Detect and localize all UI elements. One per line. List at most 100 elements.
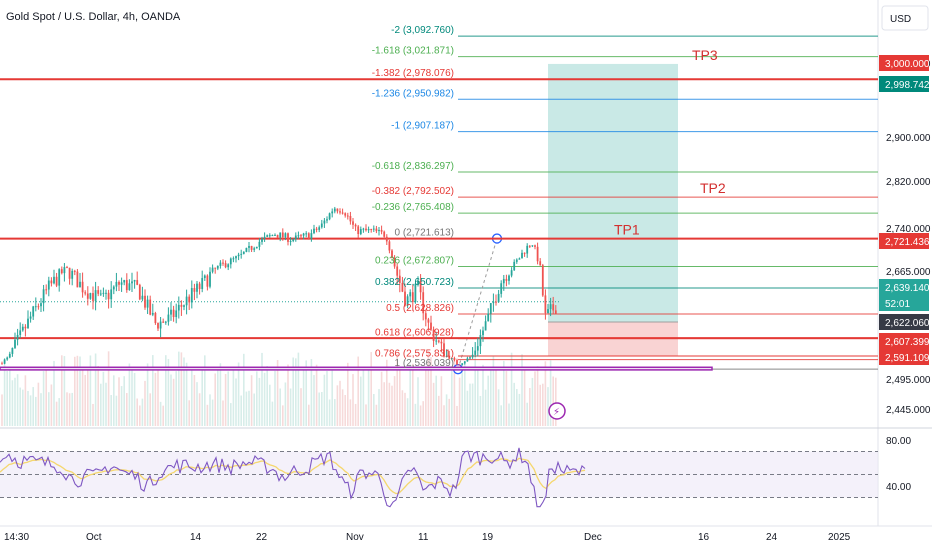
candle-body[interactable] <box>146 299 149 308</box>
candle-body[interactable] <box>183 305 185 307</box>
candle-body[interactable] <box>131 281 133 284</box>
candle-body[interactable] <box>510 270 513 276</box>
candle-body[interactable] <box>232 258 235 260</box>
take-profit-zone[interactable] <box>548 63 678 323</box>
candle-body[interactable] <box>300 235 302 237</box>
candle-body[interactable] <box>71 270 74 279</box>
candle-body[interactable] <box>427 319 430 323</box>
candle-body[interactable] <box>320 223 323 228</box>
candle-body[interactable] <box>367 228 370 231</box>
candle-body[interactable] <box>372 228 375 230</box>
candle-body[interactable] <box>497 293 500 303</box>
candle-body[interactable] <box>136 280 139 285</box>
candle-body[interactable] <box>430 322 432 330</box>
candle-body[interactable] <box>237 254 240 257</box>
candle-body[interactable] <box>409 292 412 297</box>
candle-body[interactable] <box>157 323 159 329</box>
candle-body[interactable] <box>27 318 29 329</box>
candle-body[interactable] <box>81 281 84 293</box>
candle-body[interactable] <box>357 226 360 235</box>
candle-body[interactable] <box>313 228 315 234</box>
candle-body[interactable] <box>1 363 3 365</box>
candle-body[interactable] <box>214 267 217 269</box>
candle-body[interactable] <box>531 245 534 247</box>
candle-body[interactable] <box>521 252 523 259</box>
candle-body[interactable] <box>539 261 542 266</box>
candle-body[interactable] <box>266 235 269 237</box>
candle-body[interactable] <box>328 213 331 220</box>
candle-body[interactable] <box>255 246 258 249</box>
candle-body[interactable] <box>417 280 419 284</box>
candle-body[interactable] <box>198 283 201 289</box>
candle-body[interactable] <box>261 238 263 242</box>
candles[interactable] <box>1 206 557 366</box>
candle-body[interactable] <box>500 283 503 294</box>
candle-body[interactable] <box>42 289 45 304</box>
candle-body[interactable] <box>21 326 24 331</box>
candle-body[interactable] <box>302 233 305 236</box>
candle-body[interactable] <box>495 301 497 303</box>
candle-body[interactable] <box>149 299 152 315</box>
candle-body[interactable] <box>489 303 492 314</box>
candle-body[interactable] <box>245 247 248 252</box>
candle-body[interactable] <box>396 266 399 276</box>
horizontal-lines[interactable] <box>0 78 878 371</box>
candle-body[interactable] <box>107 292 110 300</box>
candle-body[interactable] <box>211 267 214 272</box>
candle-body[interactable] <box>84 292 87 294</box>
candle-body[interactable] <box>180 304 183 307</box>
candle-body[interactable] <box>463 361 466 364</box>
candle-body[interactable] <box>450 357 453 359</box>
candle-body[interactable] <box>388 241 391 251</box>
candle-body[interactable] <box>144 295 146 308</box>
candle-body[interactable] <box>229 258 232 265</box>
candle-body[interactable] <box>385 236 388 242</box>
candle-body[interactable] <box>414 283 417 303</box>
candle-body[interactable] <box>55 276 58 286</box>
candle-body[interactable] <box>16 334 19 340</box>
candle-body[interactable] <box>453 357 456 361</box>
candle-body[interactable] <box>289 241 292 243</box>
candle-body[interactable] <box>222 262 224 264</box>
candle-body[interactable] <box>526 245 529 254</box>
candle-body[interactable] <box>141 295 144 300</box>
candle-body[interactable] <box>159 321 162 329</box>
candle-body[interactable] <box>66 267 68 269</box>
candle-body[interactable] <box>471 354 474 358</box>
candle-body[interactable] <box>552 304 555 311</box>
candle-body[interactable] <box>297 235 300 237</box>
candle-body[interactable] <box>14 339 16 348</box>
candle-body[interactable] <box>370 228 373 230</box>
candle-body[interactable] <box>284 233 287 238</box>
candle-body[interactable] <box>188 296 191 303</box>
candle-body[interactable] <box>120 282 123 285</box>
candle-body[interactable] <box>123 280 126 283</box>
candle-body[interactable] <box>448 356 451 359</box>
candle-body[interactable] <box>544 295 547 314</box>
candle-body[interactable] <box>89 293 92 299</box>
candle-body[interactable] <box>515 259 518 262</box>
candle-body[interactable] <box>362 228 365 230</box>
candle-body[interactable] <box>216 265 219 269</box>
candle-body[interactable] <box>528 245 531 247</box>
candle-body[interactable] <box>94 290 97 301</box>
candle-body[interactable] <box>536 246 539 262</box>
candle-body[interactable] <box>170 309 172 315</box>
candle-body[interactable] <box>203 275 206 279</box>
candle-body[interactable] <box>419 280 422 293</box>
candle-body[interactable] <box>154 312 157 324</box>
candle-body[interactable] <box>201 278 204 289</box>
candle-body[interactable] <box>393 258 396 267</box>
candle-body[interactable] <box>287 233 289 242</box>
candle-body[interactable] <box>445 356 448 358</box>
candle-body[interactable] <box>518 258 521 260</box>
candle-body[interactable] <box>336 208 339 212</box>
candle-body[interactable] <box>193 288 196 292</box>
candle-body[interactable] <box>235 256 237 259</box>
candle-body[interactable] <box>110 289 113 300</box>
rsi-line[interactable] <box>0 447 586 508</box>
candle-body[interactable] <box>133 280 136 282</box>
candle-body[interactable] <box>185 296 188 306</box>
candle-body[interactable] <box>53 276 55 284</box>
candle-body[interactable] <box>50 280 53 284</box>
